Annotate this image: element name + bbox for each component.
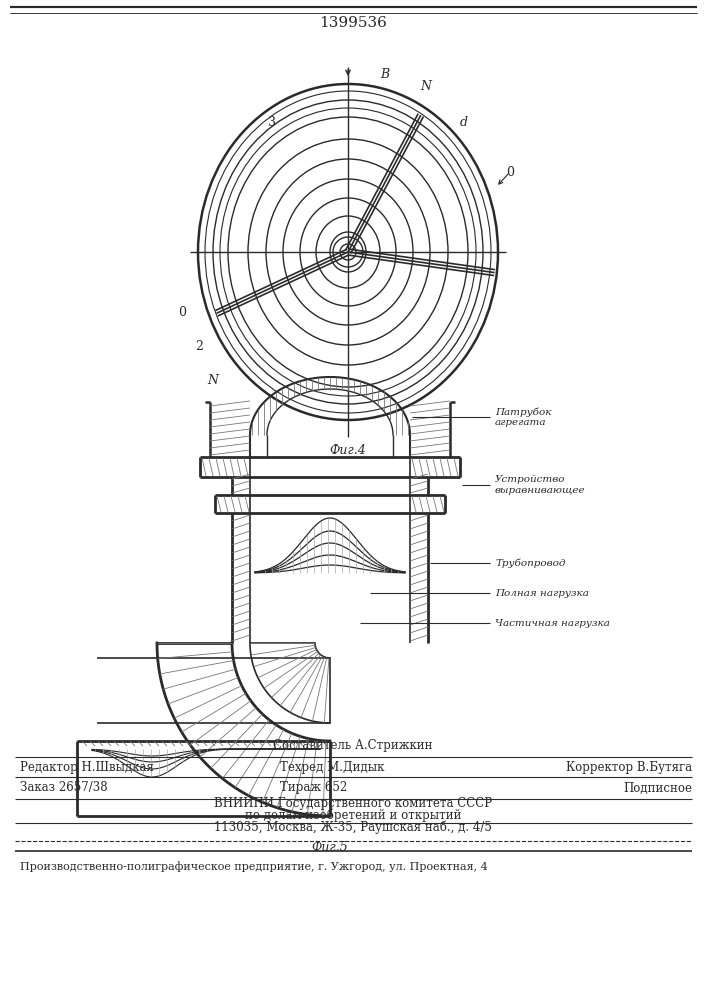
Text: 0: 0 — [178, 306, 186, 318]
Text: Устройство
выравнивающее: Устройство выравнивающее — [495, 475, 585, 495]
Text: Подписное: Подписное — [623, 782, 692, 794]
Text: 0: 0 — [506, 165, 514, 178]
Text: Частичная нагрузка: Частичная нагрузка — [495, 618, 610, 628]
Text: Техред М.Дидык: Техред М.Дидык — [280, 760, 385, 774]
Text: Фиг.4: Фиг.4 — [329, 444, 366, 457]
Text: Тираж 652: Тираж 652 — [280, 782, 347, 794]
Text: Производственно-полиграфическое предприятие, г. Ужгород, ул. Проектная, 4: Производственно-полиграфическое предприя… — [20, 861, 488, 872]
Text: ВНИИПИ Государственного комитета СССР: ВНИИПИ Государственного комитета СССР — [214, 796, 492, 810]
Text: Патрубок
агрегата: Патрубок агрегата — [495, 407, 551, 427]
Text: d: d — [460, 115, 468, 128]
Text: 1399536: 1399536 — [319, 16, 387, 30]
Text: Корректор В.Бутяга: Корректор В.Бутяга — [566, 760, 692, 774]
Text: 3: 3 — [268, 115, 276, 128]
Text: 2: 2 — [195, 340, 203, 354]
Text: Трубопровод: Трубопровод — [495, 558, 566, 568]
Text: Фиг.5: Фиг.5 — [312, 841, 349, 854]
Text: Заказ 2657/38: Заказ 2657/38 — [20, 782, 107, 794]
Text: N: N — [420, 81, 431, 94]
Text: 113035, Москва, Ж-35, Раушская наб., д. 4/5: 113035, Москва, Ж-35, Раушская наб., д. … — [214, 820, 492, 834]
Text: Редактор Н.Швыдкая: Редактор Н.Швыдкая — [20, 760, 154, 774]
Text: N: N — [207, 373, 218, 386]
Text: Полная нагрузка: Полная нагрузка — [495, 588, 589, 597]
Text: по делам изобретений и открытий: по делам изобретений и открытий — [245, 808, 461, 822]
Text: B: B — [380, 68, 389, 81]
Text: Составитель А.Стрижкин: Составитель А.Стрижкин — [273, 738, 433, 752]
